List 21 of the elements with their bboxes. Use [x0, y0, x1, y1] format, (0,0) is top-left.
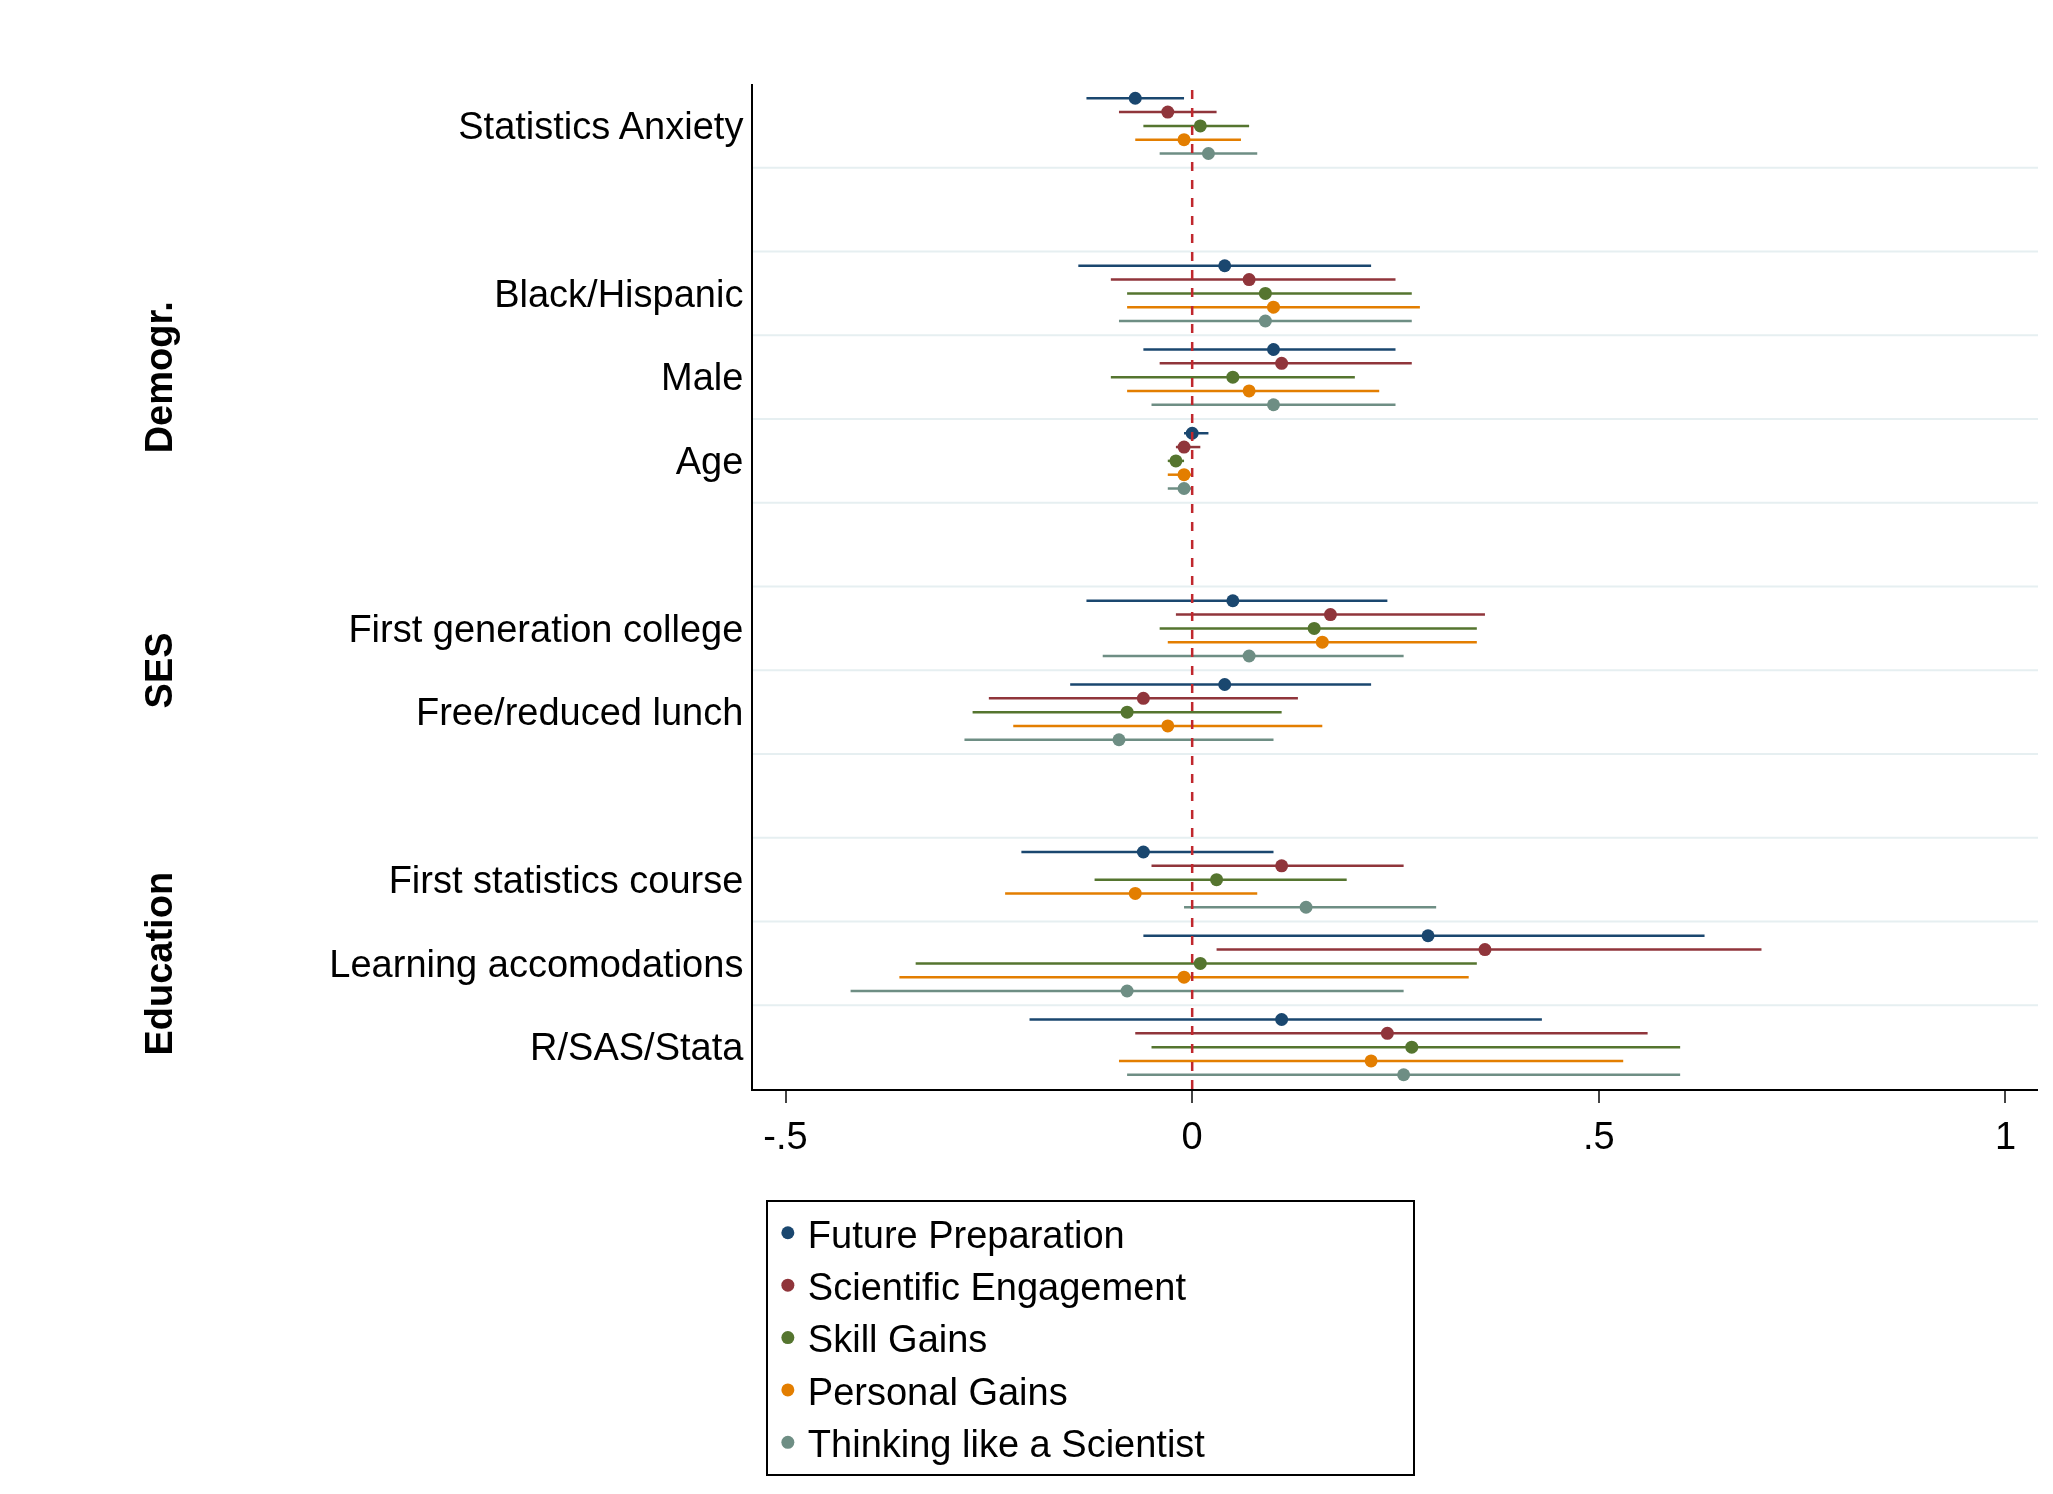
x-tick-label: -.5 [763, 1114, 808, 1157]
y-tick-label: R/SAS/Stata [530, 1026, 745, 1069]
y-tick-label: First statistics course [388, 858, 744, 901]
x-tick-label: 1 [1994, 1114, 2017, 1157]
y-tick-label: Statistics Anxiety [458, 105, 744, 148]
text: Demogr. [138, 301, 181, 454]
legend-label: Skill Gains [807, 1318, 988, 1361]
y-tick-label: Age [675, 440, 744, 483]
y-tick-label: Black/Hispanic [494, 272, 744, 315]
y-tick-label: First generation college [348, 607, 744, 650]
legend-label: Personal Gains [807, 1370, 1068, 1413]
text: Education [137, 871, 180, 1056]
text: SES [137, 632, 180, 709]
legend-label: Future Preparation [807, 1213, 1125, 1256]
legend-label: Thinking like a Scientist [807, 1423, 1206, 1466]
x-tick-label: .5 [1582, 1114, 1615, 1157]
y-tick-label: Male [661, 356, 744, 399]
x-tick-label: 0 [1181, 1114, 1203, 1157]
y-tick-label: Free/reduced lunch [415, 691, 744, 734]
y-tick-label: Learning accomodations [329, 942, 744, 985]
legend-label: Scientific Engagement [807, 1265, 1187, 1308]
